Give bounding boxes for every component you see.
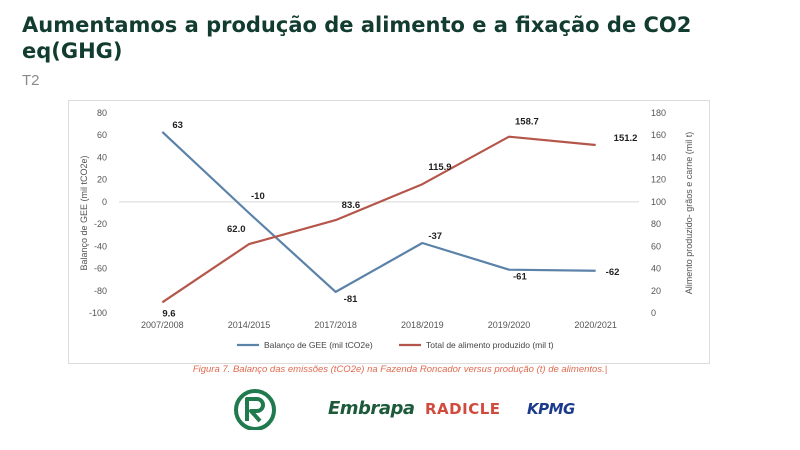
y-left-axis-title: Balanço de GEE (mil tCO2e) [79, 155, 89, 270]
y-right-tick-label: 180 [651, 108, 666, 118]
data-label: -62 [606, 267, 620, 278]
x-tick-label: 2018/2019 [401, 320, 444, 330]
y-left-tick-label: 40 [97, 152, 107, 162]
chart-container: 80 60 40 20 0 -20 -40 -60 -80 -100 180 160 140 120 100… [68, 100, 710, 364]
x-tick-label: 2020/2021 [574, 320, 617, 330]
kpmg-logo: KPMG [527, 400, 575, 418]
y-left-tick-label: -20 [94, 219, 107, 229]
y-left-tick-label: -60 [94, 264, 107, 274]
x-tick-label: 2019/2020 [488, 320, 531, 330]
series-line-1 [161, 131, 596, 293]
page-title: Aumentamos a produção de alimento e a fi… [22, 13, 692, 63]
page-subtitle: T2 [22, 72, 40, 89]
y-right-tick-label: 80 [651, 219, 661, 229]
y-right-tick-label: 140 [651, 152, 666, 162]
x-tick-label: 2014/2015 [228, 320, 271, 330]
legend-label: Balanço de GEE (mil tCO2e) [264, 340, 373, 350]
embrapa-logo: Embrapa [328, 398, 415, 419]
y-right-tick-label: 0 [651, 308, 656, 318]
data-label: -37 [428, 231, 442, 242]
y-left-tick-label: -40 [94, 241, 107, 251]
radicle-logo: RADICLE [425, 400, 501, 418]
data-label: 62.0 [227, 224, 246, 235]
x-tick-label: 2007/2008 [141, 320, 184, 330]
x-tick-label: 2017/2018 [314, 320, 357, 330]
y-left-tick-label: -100 [89, 308, 107, 318]
y-right-tick-label: 100 [651, 197, 666, 207]
y-left-tick-label: 60 [97, 130, 107, 140]
data-label: -61 [513, 272, 527, 283]
series-line-2 [161, 135, 596, 304]
data-label: -81 [344, 294, 358, 305]
y-right-tick-label: 40 [651, 264, 661, 274]
line-chart: 806040200-20-40-60-80-100180160140120100… [79, 108, 694, 350]
y-right-tick-label: 160 [651, 130, 666, 140]
data-label: 63 [172, 120, 183, 131]
legend-label: Total de alimento produzido (mil t) [426, 340, 554, 350]
partner-logos: Embrapa RADICLE KPMG [220, 386, 620, 436]
y-left-tick-label: 20 [97, 175, 107, 185]
y-left-tick-label: -80 [94, 286, 107, 296]
y-left-tick-label: 0 [102, 197, 107, 207]
data-label: 158.7 [515, 117, 539, 128]
data-label: 115.9 [428, 162, 451, 173]
y-right-axis-title: Alimento produzido- grãos e carne (mil t… [684, 132, 694, 295]
data-label: 151.2 [614, 133, 638, 144]
data-label: 9.6 [162, 308, 175, 319]
y-left-tick-label: 80 [97, 108, 107, 118]
figure-caption: Figura 7. Balanço das emissões (tCO2e) n… [192, 364, 608, 375]
y-right-tick-label: 60 [651, 241, 661, 251]
y-right-tick-label: 20 [651, 286, 661, 296]
roncador-logo [234, 388, 276, 430]
data-label: -10 [251, 191, 265, 202]
data-label: 83.6 [342, 200, 361, 211]
y-right-tick-label: 120 [651, 175, 666, 185]
